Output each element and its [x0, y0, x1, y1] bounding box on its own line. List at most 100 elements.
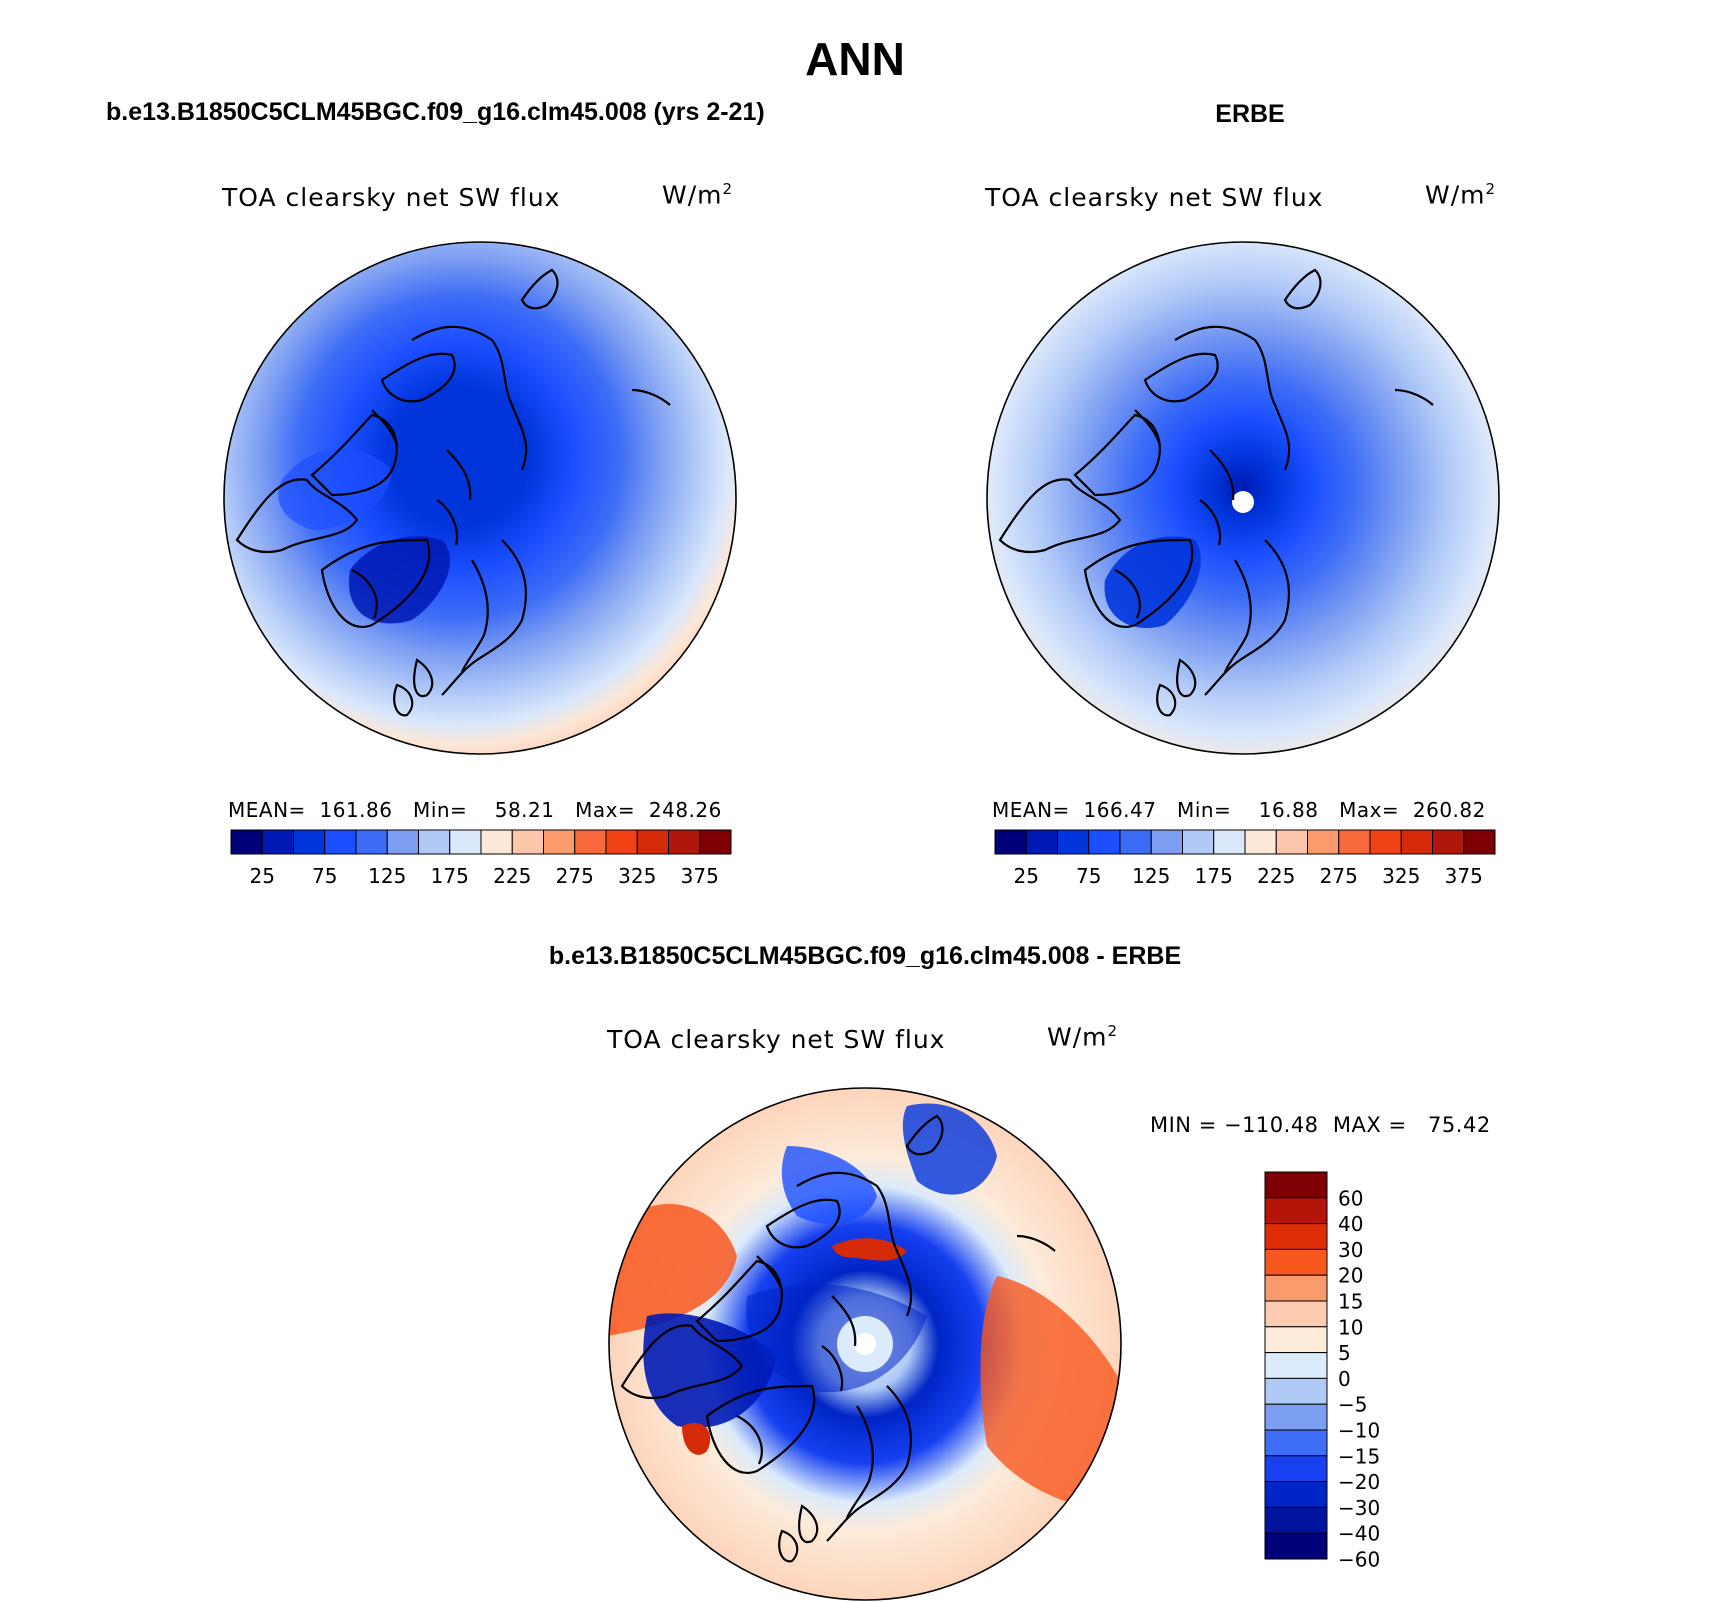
- model-units-exponent: 2: [722, 180, 734, 198]
- diff-colorbar-tick-label: 0: [1338, 1367, 1351, 1391]
- obs-colorbar-swatch: [1275, 829, 1308, 855]
- obs-colorbar-tick-label: 175: [1195, 864, 1233, 888]
- diff-colorbar-tick-label: 15: [1338, 1290, 1363, 1314]
- diff-colorbar-swatch: [1264, 1326, 1328, 1354]
- model-colorbar-swatch: [480, 829, 513, 855]
- obs-colorbar-tick-label: 275: [1320, 864, 1358, 888]
- model-colorbar: 25 75 125 175 225 275 325 375: [230, 829, 732, 888]
- obs-colorbar-swatch: [1369, 829, 1402, 855]
- page-title: ANN: [805, 33, 905, 85]
- diff-colorbar-tick-label: 30: [1338, 1238, 1363, 1262]
- obs-colorbar-swatch: [1244, 829, 1277, 855]
- model-colorbar-swatch: [574, 829, 607, 855]
- obs-colorbar-tick-label: 125: [1132, 864, 1170, 888]
- obs-colorbar-swatch: [1057, 829, 1090, 855]
- diff-colorbar-tick-label: 40: [1338, 1212, 1363, 1236]
- obs-stats: MEAN= 166.47 Min= 16.88 Max= 260.82: [992, 798, 1486, 822]
- diff-colorbar-tick-label: −30: [1338, 1496, 1380, 1520]
- obs-colorbar-tick-label: 75: [1076, 864, 1101, 888]
- model-colorbar-tick-label: 75: [312, 864, 337, 888]
- diff-colorbar-swatch: [1264, 1429, 1328, 1457]
- diff-units-label: W/m2: [1047, 1022, 1118, 1051]
- diff-minmax: MIN = −110.48 MAX = 75.42: [1150, 1113, 1491, 1137]
- model-colorbar-swatch: [699, 829, 732, 855]
- obs-units-label: W/m2: [1425, 180, 1496, 209]
- model-colorbar-tick-label: 275: [556, 864, 594, 888]
- model-colorbar-swatch: [418, 829, 451, 855]
- diff-colorbar-swatch: [1264, 1197, 1328, 1225]
- obs-colorbar-swatch: [1213, 829, 1246, 855]
- obs-colorbar-swatch: [1463, 829, 1496, 855]
- diff-colorbar-swatch: [1264, 1223, 1328, 1250]
- diff-units-text: W/m: [1047, 1022, 1108, 1052]
- model-colorbar-tick-label: 25: [250, 864, 275, 888]
- diff-colorbar-tick-label: 60: [1338, 1186, 1363, 1210]
- diff-colorbar-swatch: [1264, 1532, 1328, 1560]
- diff-colorbar-swatch: [1264, 1171, 1328, 1199]
- diff-colorbar-tick-label: 10: [1338, 1315, 1363, 1339]
- diff-units-exponent: 2: [1107, 1022, 1119, 1040]
- diff-colorbar-swatch: [1264, 1300, 1328, 1328]
- model-units-text: W/m: [662, 180, 723, 210]
- obs-colorbar: 25 75 125 175 225 275 325 375: [994, 829, 1496, 888]
- model-colorbar-tick-label: 125: [368, 864, 406, 888]
- obs-colorbar-swatch: [1400, 829, 1433, 855]
- model-colorbar-swatch: [355, 829, 388, 855]
- obs-units-exponent: 2: [1485, 180, 1497, 198]
- obs-case-title: ERBE: [1215, 100, 1285, 128]
- obs-colorbar-tick-label: 325: [1382, 864, 1420, 888]
- model-variable-label: TOA clearsky net SW flux: [222, 183, 561, 212]
- obs-colorbar-tick-label: 225: [1257, 864, 1295, 888]
- model-polar-map: [223, 241, 737, 755]
- model-colorbar-swatch: [386, 829, 419, 855]
- diff-polar-map: [608, 1087, 1122, 1601]
- diff-colorbar-swatch: [1264, 1506, 1328, 1534]
- diff-colorbar-swatch: [1264, 1352, 1328, 1379]
- model-colorbar-swatch: [324, 829, 357, 855]
- model-colorbar-tick-label: 325: [618, 864, 656, 888]
- diff-colorbar-tick-label: −20: [1338, 1470, 1380, 1494]
- diff-colorbar-tick-label: −5: [1338, 1393, 1367, 1417]
- model-colorbar-swatch: [511, 829, 544, 855]
- model-case-title: b.e13.B1850C5CLM45BGC.f09_g16.clm45.008 …: [106, 98, 765, 126]
- diff-colorbar-tick-label: −40: [1338, 1522, 1380, 1546]
- obs-colorbar-swatch: [1025, 829, 1058, 855]
- diff-variable-label: TOA clearsky net SW flux: [607, 1025, 946, 1054]
- diff-colorbar-tick-label: 5: [1338, 1341, 1351, 1365]
- model-colorbar-tick-label: 175: [431, 864, 469, 888]
- obs-colorbar-swatch: [1182, 829, 1215, 855]
- diff-colorbar-tick-label: −10: [1338, 1419, 1380, 1443]
- obs-colorbar-swatch: [1432, 829, 1465, 855]
- model-colorbar-tick-label: 225: [493, 864, 531, 888]
- model-colorbar-swatch: [293, 829, 326, 855]
- obs-colorbar-swatch: [1307, 829, 1340, 855]
- obs-units-text: W/m: [1425, 180, 1486, 210]
- obs-polar-map: [986, 241, 1500, 755]
- obs-colorbar-swatch: [1338, 829, 1371, 855]
- obs-colorbar-tick-label: 25: [1014, 864, 1039, 888]
- obs-colorbar-swatch: [994, 829, 1027, 855]
- diff-colorbar-tick-label: −60: [1338, 1548, 1380, 1572]
- diff-colorbar-swatch: [1264, 1455, 1328, 1483]
- diff-colorbar-swatch: [1264, 1377, 1328, 1405]
- diff-colorbar-swatch: [1264, 1248, 1328, 1276]
- model-colorbar-swatch: [668, 829, 701, 855]
- diff-colorbar-swatch: [1264, 1403, 1328, 1431]
- diff-case-title: b.e13.B1850C5CLM45BGC.f09_g16.clm45.008 …: [548, 942, 1182, 970]
- obs-variable-label: TOA clearsky net SW flux: [985, 183, 1324, 212]
- obs-colorbar-swatch: [1150, 829, 1183, 855]
- obs-colorbar-swatch: [1119, 829, 1152, 855]
- model-colorbar-swatch: [543, 829, 576, 855]
- model-colorbar-swatch: [636, 829, 669, 855]
- model-units-label: W/m2: [662, 180, 733, 209]
- diff-colorbar-tick-label: 20: [1338, 1264, 1363, 1288]
- model-colorbar-tick-label: 375: [681, 864, 719, 888]
- model-colorbar-swatch: [261, 829, 294, 855]
- diff-colorbar-swatch: [1264, 1481, 1328, 1508]
- model-colorbar-swatch: [230, 829, 263, 855]
- model-colorbar-swatch: [605, 829, 638, 855]
- obs-colorbar-tick-label: 375: [1445, 864, 1483, 888]
- model-stats: MEAN= 161.86 Min= 58.21 Max= 248.26: [228, 798, 722, 822]
- model-colorbar-swatch: [449, 829, 482, 855]
